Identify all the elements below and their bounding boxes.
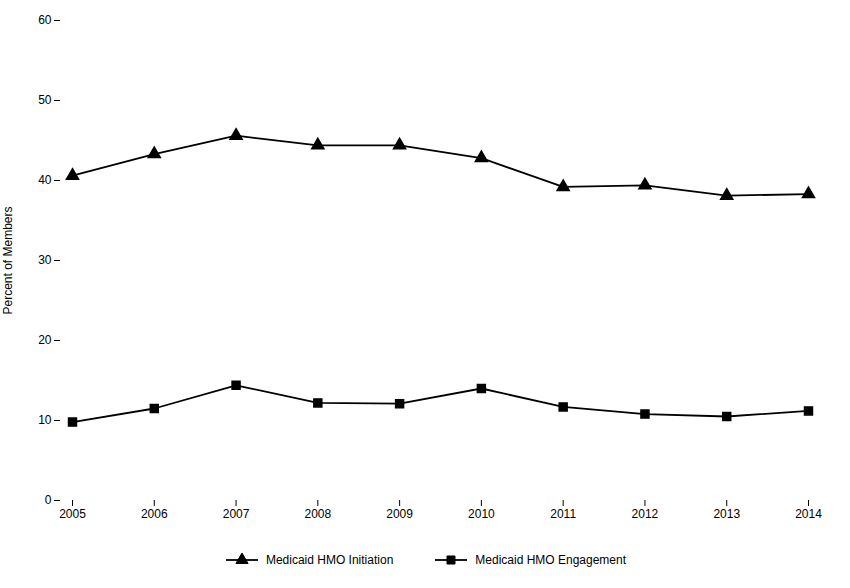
svg-text:2005: 2005 [59,507,86,521]
svg-text:20: 20 [38,333,52,347]
svg-text:Percent of Members: Percent of Members [1,206,15,314]
svg-text:2008: 2008 [304,507,331,521]
svg-text:60: 60 [38,13,52,27]
svg-text:2011: 2011 [550,507,576,521]
svg-text:2009: 2009 [386,507,413,521]
svg-text:2014: 2014 [795,507,822,521]
svg-text:2012: 2012 [632,507,659,521]
svg-text:0: 0 [45,493,52,507]
svg-text:2010: 2010 [468,507,495,521]
svg-text:10: 10 [38,413,52,427]
svg-text:2006: 2006 [141,507,168,521]
svg-text:40: 40 [38,173,52,187]
html-text:Medicaid HMO Initiation: Medicaid HMO Initiation [265,553,394,567]
svg-text:50: 50 [38,93,52,107]
svg-text:30: 30 [38,253,52,267]
html-text:Medicaid HMO Engagement: Medicaid HMO Engagement [475,553,627,567]
svg-text:2007: 2007 [223,507,250,521]
svg-text:2013: 2013 [713,507,740,521]
